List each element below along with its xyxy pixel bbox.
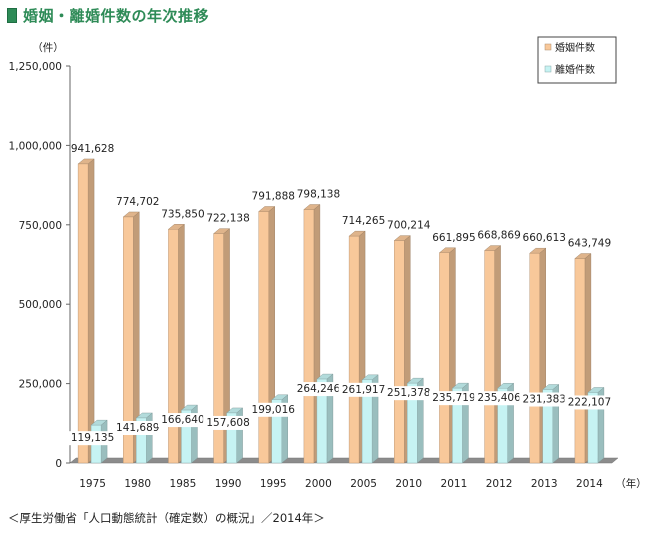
- y-tick-label: 500,000: [19, 299, 62, 311]
- divorce-label-bg: [338, 382, 389, 397]
- x-tick-label: 2011: [441, 478, 468, 490]
- marriage-value-label: 735,850: [161, 208, 204, 220]
- chart-header: 婚姻・離婚件数の年次推移: [7, 4, 209, 26]
- marriage-value-label: 661,895: [432, 232, 475, 244]
- x-tick-label: 2014: [576, 478, 603, 490]
- divorce-bar: [361, 374, 379, 464]
- divorce-label-bg: [203, 415, 254, 430]
- divorce-value-label: 157,608: [206, 417, 249, 429]
- divorce-label-bg: [248, 402, 299, 417]
- title-bullet-icon: [7, 7, 17, 23]
- divorce-label-bg: [564, 395, 615, 410]
- divorce-value-label: 261,917: [342, 384, 385, 396]
- marriage-bar: [77, 158, 95, 464]
- divorce-label-bg: [474, 391, 525, 406]
- marriage-value-label: 643,749: [568, 238, 611, 250]
- marriage-value-label: 668,869: [477, 230, 520, 242]
- page-title: 婚姻・離婚件数の年次推移: [23, 6, 210, 25]
- source-note: ＜厚生労働省「人口動態統計（確定数）の概況」／2014年＞: [8, 511, 325, 525]
- divorce-value-label: 235,719: [432, 392, 475, 404]
- y-tick-label: 0: [55, 458, 62, 470]
- divorce-label-bg: [112, 420, 163, 435]
- divorce-value-label: 141,689: [116, 422, 159, 434]
- marriage-value-label: 941,628: [71, 143, 114, 155]
- x-tick-label: 2013: [531, 478, 558, 490]
- legend-swatch: [544, 43, 552, 51]
- divorce-value-label: 166,640: [161, 414, 204, 426]
- marriage-value-label: 660,613: [523, 232, 566, 244]
- divorce-value-label: 264,246: [297, 383, 341, 395]
- divorce-value-label: 251,378: [387, 387, 430, 399]
- y-tick-label: 250,000: [19, 379, 62, 391]
- y-axis-unit: （件）: [32, 42, 64, 54]
- chart-floor: [69, 457, 619, 464]
- divorce-value-label: 222,107: [568, 396, 611, 408]
- divorce-value-label: 199,016: [252, 404, 296, 416]
- divorce-value-label: 119,135: [71, 432, 114, 444]
- divorce-label-bg: [293, 382, 344, 397]
- x-tick-label: 1990: [215, 478, 242, 490]
- x-tick-label: 2005: [350, 478, 377, 490]
- x-tick-label: 2000: [305, 478, 332, 490]
- marriage-value-label: 791,888: [252, 190, 295, 202]
- y-tick-label: 750,000: [19, 220, 62, 232]
- marriage-divorce-chart: 0 250,000 500,000 750,000 1,000,000 1,250,000…: [9, 36, 647, 490]
- legend-swatch: [544, 65, 552, 73]
- divorce-label-bg: [428, 391, 479, 406]
- marriage-value-label: 714,265: [342, 215, 385, 227]
- x-axis-unit: （年）: [615, 477, 647, 490]
- x-tick-label: 2012: [486, 478, 513, 490]
- x-tick-label: 1995: [260, 478, 287, 490]
- divorce-bar: [135, 412, 153, 464]
- x-tick-label: 1980: [124, 478, 151, 490]
- legend-label: 離婚件数: [555, 63, 595, 76]
- divorce-label-bg: [67, 431, 118, 446]
- x-tick-label: 1975: [79, 478, 106, 490]
- divorce-bar: [316, 373, 334, 464]
- divorce-value-label: 235,406: [477, 392, 521, 404]
- marriage-value-label: 798,138: [297, 189, 340, 201]
- x-tick-label: 1985: [170, 478, 197, 490]
- marriage-value-label: 774,702: [116, 196, 159, 208]
- legend-label: 婚姻件数: [555, 41, 595, 54]
- y-tick-label: 1,000,000: [9, 140, 62, 152]
- y-tick-label: 1,250,000: [9, 61, 62, 73]
- divorce-label-bg: [519, 392, 570, 407]
- divorce-label-bg: [383, 386, 434, 401]
- marriage-value-label: 722,138: [206, 213, 249, 225]
- divorce-label-bg: [157, 413, 208, 428]
- x-tick-label: 2010: [395, 478, 422, 490]
- divorce-value-label: 231,383: [523, 394, 566, 406]
- marriage-value-label: 700,214: [387, 220, 431, 232]
